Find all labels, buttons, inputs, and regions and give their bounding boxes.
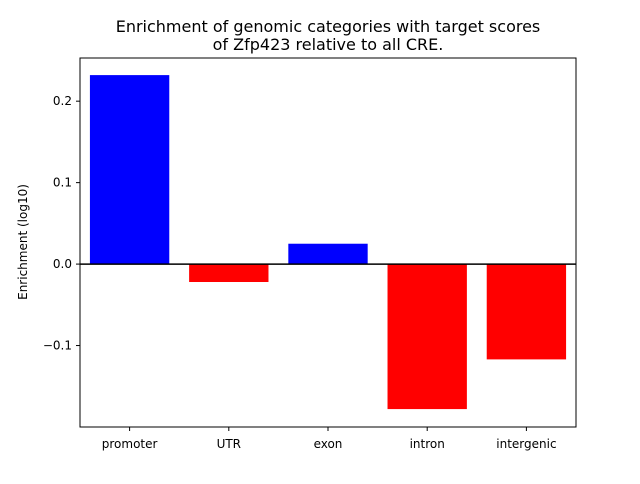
bar-exon	[288, 243, 368, 265]
bar-UTR	[189, 264, 269, 283]
chart-title-line-2: of Zfp423 relative to all CRE.	[213, 35, 444, 54]
chart-title-line-1: Enrichment of genomic categories with ta…	[116, 17, 541, 36]
y-axis-label: Enrichment (log10)	[16, 184, 30, 300]
y-tick-label: 0.0	[53, 257, 72, 271]
y-tick-label: 0.2	[53, 94, 72, 108]
bar-intron	[387, 264, 467, 410]
y-tick-label: 0.1	[53, 176, 72, 190]
bar-intergenic	[486, 264, 567, 360]
x-tick-label-exon: exon	[314, 437, 343, 451]
x-ticks: promoter UTR exon intron intergenic	[102, 427, 557, 451]
bars-layer	[89, 75, 567, 410]
x-tick-label-intergenic: intergenic	[496, 437, 556, 451]
x-tick-label-intron: intron	[410, 437, 445, 451]
x-tick-label-UTR: UTR	[217, 437, 241, 451]
bar-promoter	[89, 75, 170, 265]
y-ticks: −0.1 0.0 0.1 0.2	[43, 94, 80, 353]
y-tick-label: −0.1	[43, 339, 72, 353]
x-tick-label-promoter: promoter	[102, 437, 158, 451]
